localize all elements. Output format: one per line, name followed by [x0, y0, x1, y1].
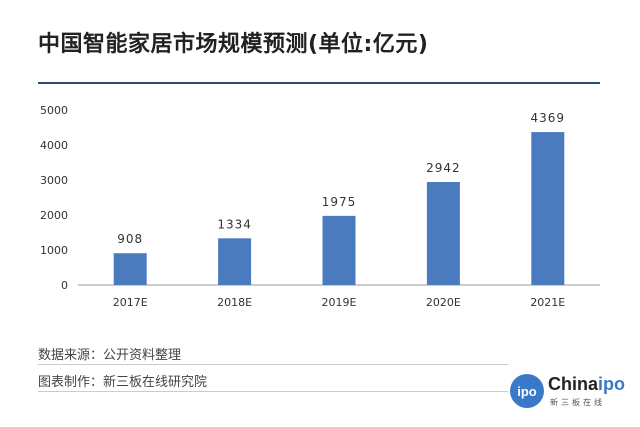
chinaipo-logo: ipo Chinaipo 新三板在线 — [510, 372, 630, 412]
bars-group — [113, 132, 565, 285]
bar-2019E — [322, 215, 356, 285]
data-label-2020E: 2942 — [426, 161, 461, 175]
bar-chart: 0 1000 2000 3000 4000 5000 908 1334 1975 2942 436… — [40, 104, 600, 309]
x-tick-label: 2021E — [530, 296, 565, 309]
logo-subtitle: 新三板在线 — [550, 398, 605, 407]
x-tick-label: 2019E — [322, 296, 357, 309]
data-labels-group: 908 1334 1975 2942 4369 — [117, 111, 566, 246]
y-axis: 0 1000 2000 3000 4000 5000 — [40, 104, 68, 292]
x-axis: 2017E 2018E 2019E 2020E 2021E — [113, 296, 566, 309]
logo-badge-icon: ipo — [510, 374, 544, 408]
bar-2018E — [218, 238, 252, 285]
bar-2021E — [531, 132, 565, 285]
title-underline — [38, 82, 600, 84]
y-tick-label: 5000 — [40, 104, 68, 117]
chart-title: 中国智能家居市场规模预测(单位:亿元) — [38, 32, 429, 57]
y-tick-label: 1000 — [40, 244, 68, 257]
x-tick-label: 2020E — [426, 296, 461, 309]
logo-word-accent: ipo — [598, 374, 626, 394]
y-tick-label: 4000 — [40, 139, 68, 152]
y-tick-label: 3000 — [40, 174, 68, 187]
x-tick-label: 2018E — [217, 296, 252, 309]
data-label-2019E: 1975 — [322, 195, 357, 209]
y-tick-label: 0 — [61, 279, 68, 292]
logo-word-main: China — [548, 374, 599, 394]
footer-divider — [38, 364, 508, 365]
y-tick-label: 2000 — [40, 209, 68, 222]
data-label-2017E: 908 — [117, 232, 143, 246]
x-tick-label: 2017E — [113, 296, 148, 309]
bar-2017E — [113, 253, 147, 285]
footer-divider-bottom — [38, 391, 508, 392]
data-label-2018E: 1334 — [217, 217, 252, 231]
logo-wordmark: Chinaipo — [548, 374, 625, 395]
data-label-2021E: 4369 — [531, 111, 566, 125]
chart-maker-note: 图表制作：新三板在线研究院 — [38, 375, 208, 390]
bar-2020E — [426, 182, 460, 285]
data-source-note: 数据来源：公开资料整理 — [38, 348, 182, 363]
